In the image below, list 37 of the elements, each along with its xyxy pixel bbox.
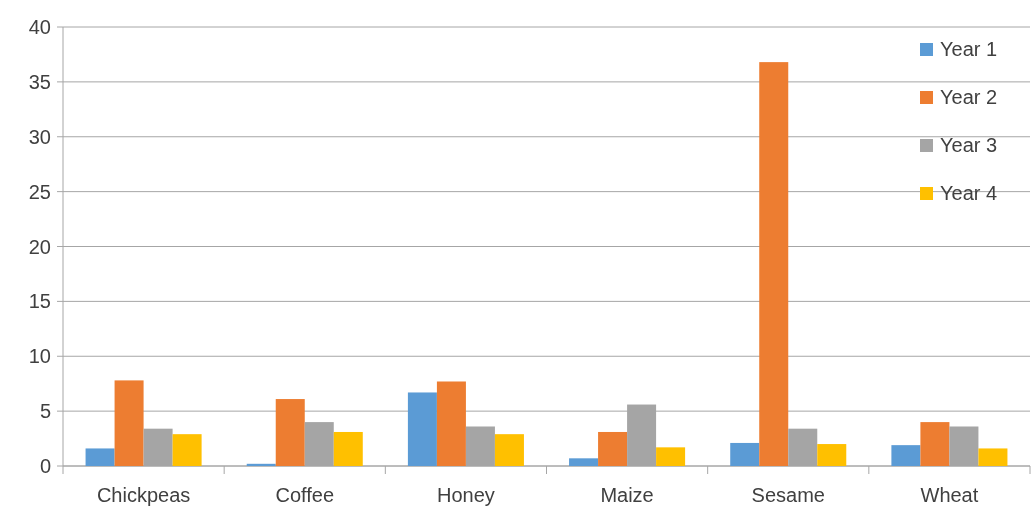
bar xyxy=(114,380,144,466)
x-tick-label: Chickpeas xyxy=(96,484,191,506)
y-tick-label: 40 xyxy=(28,16,51,38)
bar xyxy=(759,62,789,466)
bar xyxy=(817,444,847,466)
bar xyxy=(494,434,524,466)
legend-label: Year 2 xyxy=(940,86,998,108)
x-tick-label: Maize xyxy=(600,484,654,506)
legend-label: Year 3 xyxy=(940,134,998,156)
bar xyxy=(891,445,921,466)
bar xyxy=(275,399,305,466)
bar xyxy=(85,448,115,466)
bar xyxy=(246,463,276,466)
bar xyxy=(436,381,466,466)
bar xyxy=(656,447,686,466)
legend-label: Year 1 xyxy=(940,38,998,60)
y-tick-label: 15 xyxy=(28,290,51,313)
bar xyxy=(172,434,202,466)
bar xyxy=(407,392,437,466)
y-tick-label: 30 xyxy=(28,125,51,148)
y-tick-label: 5 xyxy=(39,400,51,423)
bar xyxy=(978,448,1008,466)
x-tick-label: Honey xyxy=(437,484,495,506)
y-tick-label: 35 xyxy=(28,70,51,93)
bar xyxy=(730,442,760,466)
y-tick-label: 0 xyxy=(39,455,51,477)
y-tick-label: 20 xyxy=(28,235,51,258)
legend-label: Year 4 xyxy=(940,182,998,204)
y-tick-label: 10 xyxy=(28,345,51,368)
bar xyxy=(333,431,363,466)
bar xyxy=(569,458,599,466)
x-tick-label: Wheat xyxy=(920,484,979,506)
y-tick-label: 25 xyxy=(28,180,51,203)
bar xyxy=(920,422,950,466)
bar xyxy=(598,431,628,466)
x-tick-label: Sesame xyxy=(751,484,825,506)
x-tick-label: Coffee xyxy=(275,484,335,506)
